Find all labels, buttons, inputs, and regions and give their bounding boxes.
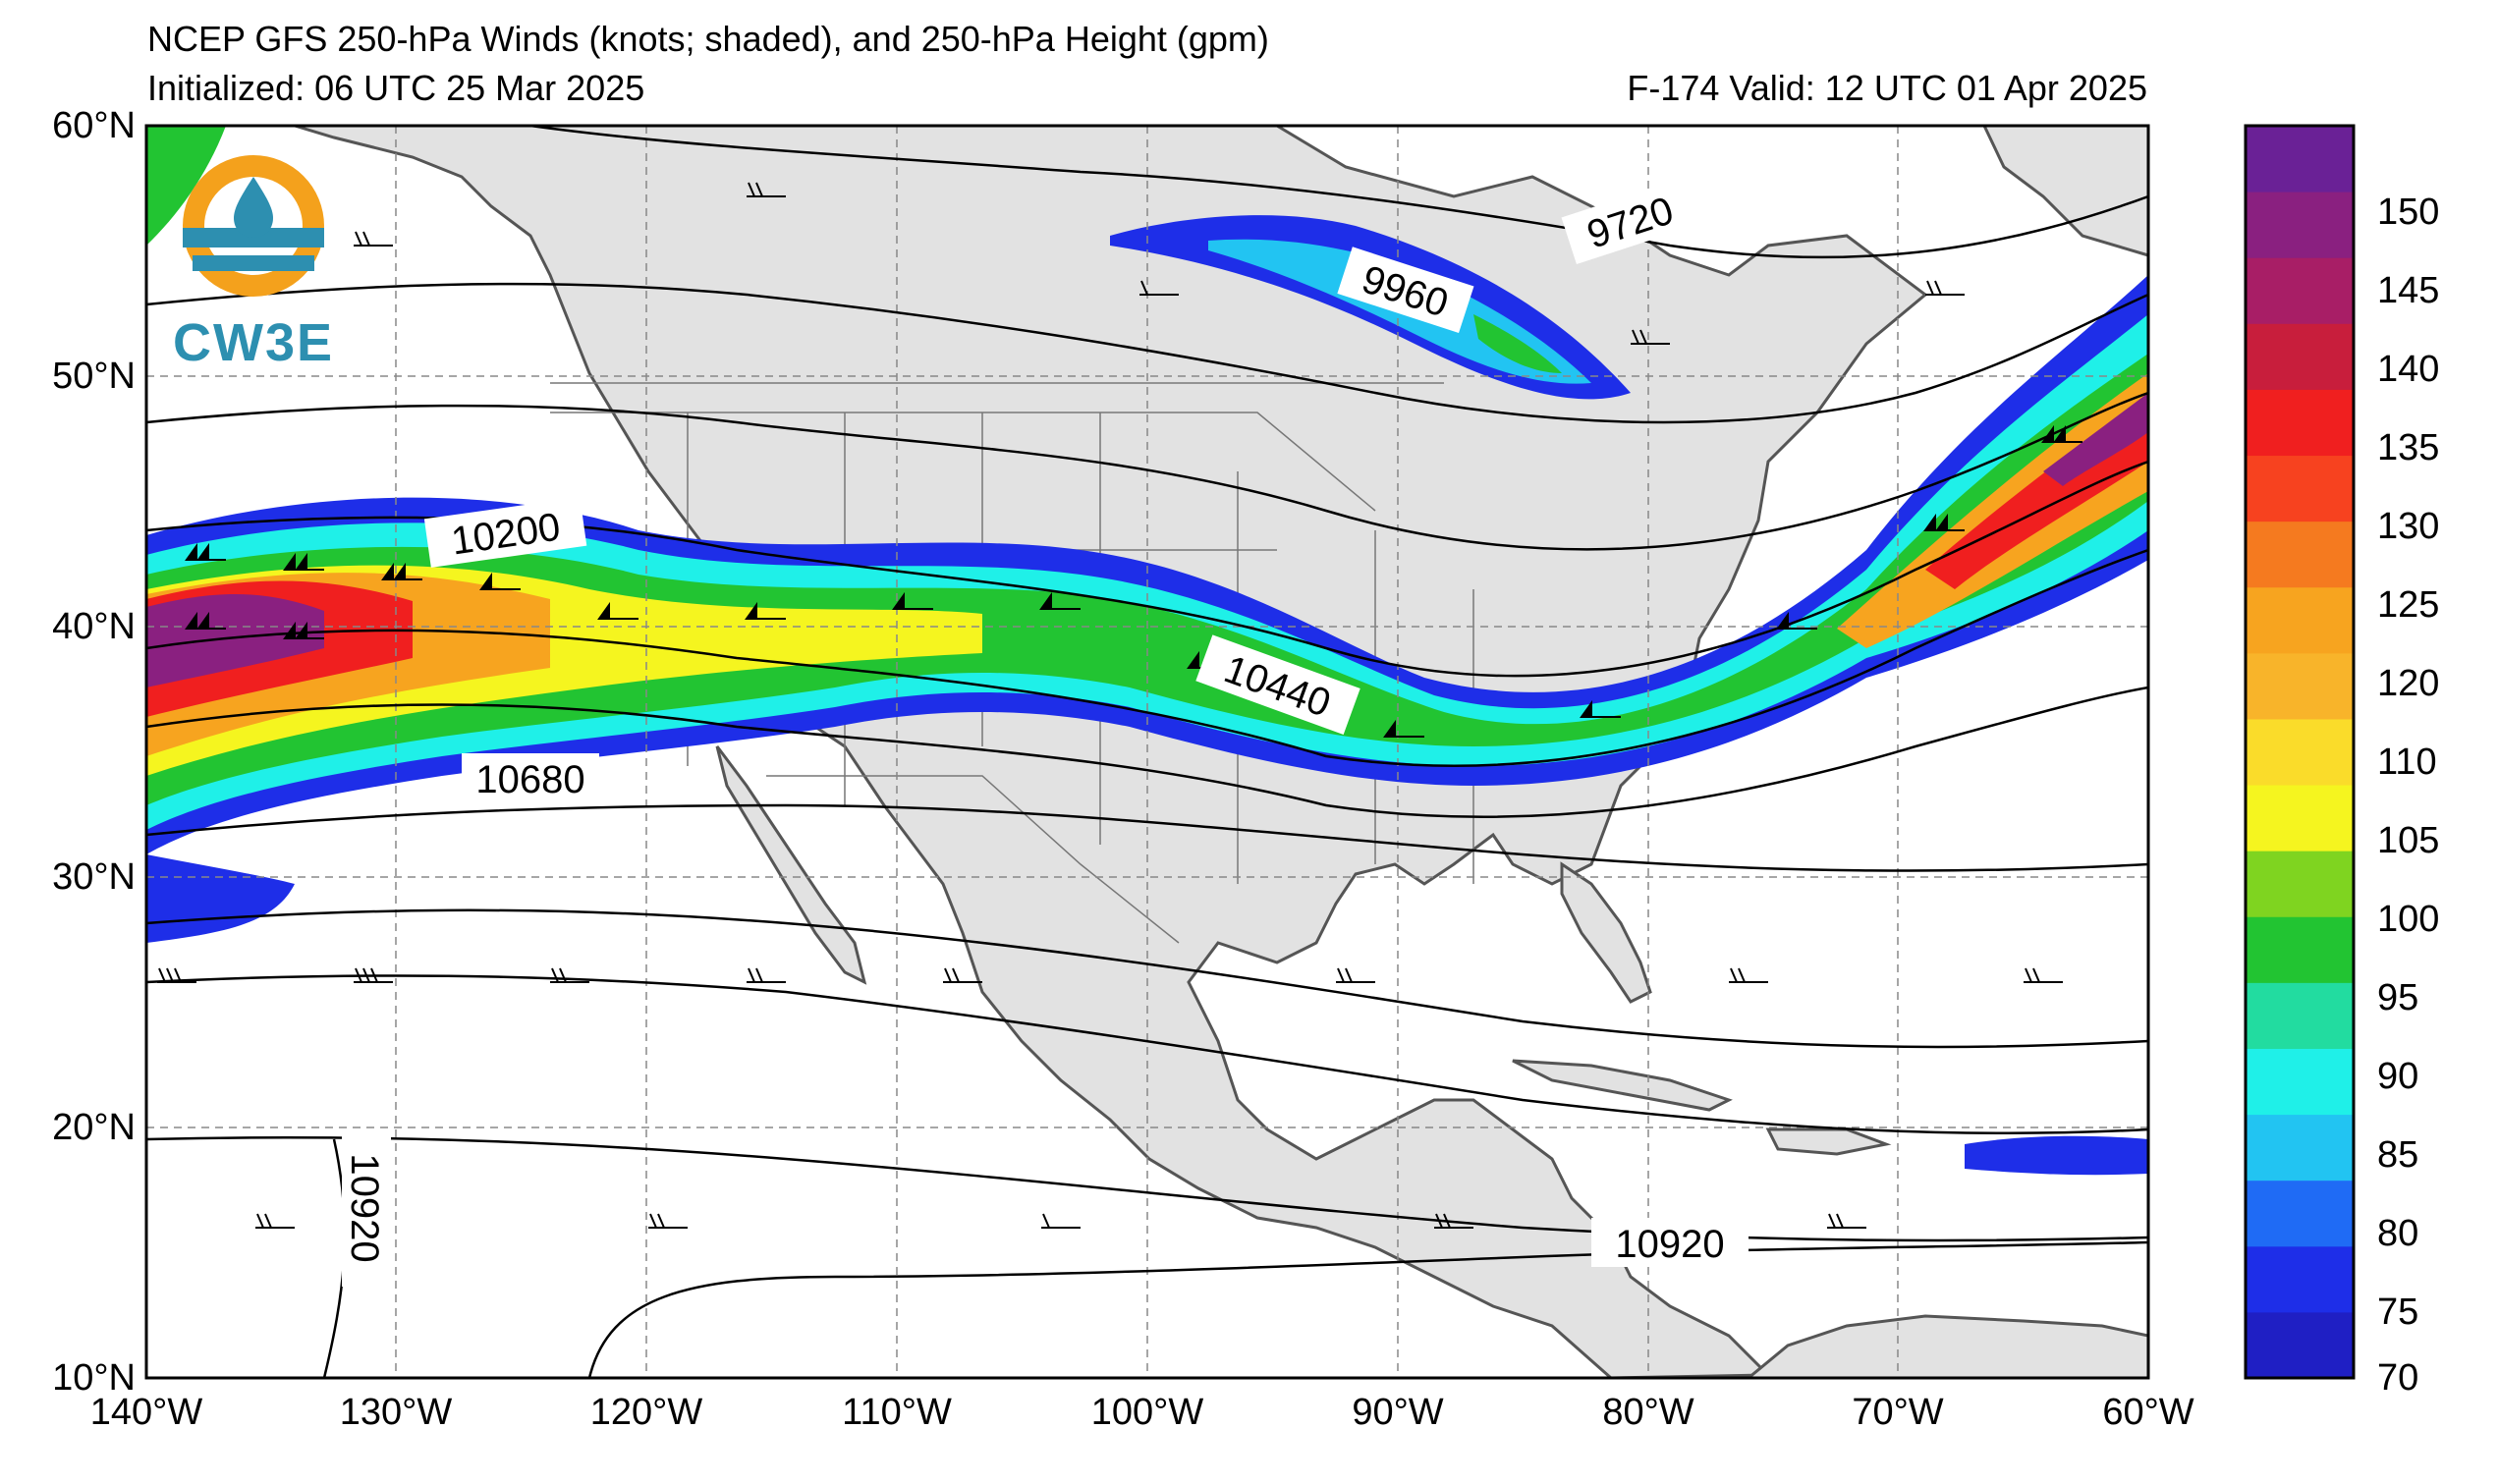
svg-text:10920: 10920 [343, 1153, 386, 1262]
colorbar-tick: 100 [2377, 899, 2439, 940]
greenland-land [1982, 126, 2148, 257]
map-frame [144, 124, 2150, 1380]
lat-label: 10°N [52, 1357, 136, 1399]
lon-label: 70°W [1852, 1392, 1943, 1433]
colorbar-tick: 80 [2377, 1213, 2418, 1254]
lat-label: 60°N [52, 105, 136, 146]
colorbar-segment [2246, 126, 2354, 192]
valid-time: F-174 Valid: 12 UTC 01 Apr 2025 [1627, 68, 2147, 108]
contour-label-10680: 10680 [462, 753, 599, 802]
colorbar-segment [2246, 1048, 2354, 1116]
longitude-labels: 140°W 130°W 120°W 110°W 100°W 90°W 80°W … [90, 1392, 2194, 1433]
colorbar-tick: 85 [2377, 1134, 2418, 1176]
colorbar-tick: 145 [2377, 270, 2439, 311]
colorbar-segment [2246, 586, 2354, 654]
contour-label-10920-vertical: 10920 [342, 1129, 391, 1287]
jet-core-purple [146, 593, 324, 687]
cw3e-logo [183, 155, 324, 297]
wind-barbs-light [157, 182, 2063, 1229]
north-jet-streak-core [1473, 314, 1562, 373]
colorbar-tick: 135 [2377, 427, 2439, 468]
lon-label: 100°W [1091, 1392, 1204, 1433]
colorbar-segment [2246, 785, 2354, 852]
colorbar-segment [2246, 521, 2354, 588]
colorbar-segment [2246, 323, 2354, 390]
svg-text:10920: 10920 [1615, 1223, 1724, 1266]
colorbar-segment [2246, 192, 2354, 258]
colorbar-tick: 105 [2377, 820, 2439, 861]
colorbar-tick: 150 [2377, 192, 2439, 233]
logo-drop-icon [234, 177, 273, 238]
colorbar-tick: 95 [2377, 977, 2418, 1018]
lat-label: 50°N [52, 356, 136, 397]
colorbar-segment [2246, 718, 2354, 786]
colorbar-tick: 90 [2377, 1056, 2418, 1097]
svg-text:10680: 10680 [475, 758, 584, 801]
map-title: NCEP GFS 250-hPa Winds (knots; shaded), … [147, 19, 1269, 59]
colorbar-segment [2246, 389, 2354, 457]
colorbar-tick: 75 [2377, 1292, 2418, 1333]
lat-label: 40°N [52, 606, 136, 647]
south-america-land [1746, 1314, 2148, 1378]
colorbar-tick: 120 [2377, 663, 2439, 704]
hispaniola-island [1765, 1127, 1892, 1156]
colorbar-tick: 110 [2377, 742, 2437, 783]
lon-label: 120°W [590, 1392, 703, 1433]
florida-peninsula [1560, 861, 1652, 1004]
colorbar-segment [2246, 1245, 2354, 1313]
lon-label: 90°W [1352, 1392, 1443, 1433]
jet-east-purple [2043, 393, 2148, 486]
height-contours [146, 126, 2148, 1378]
colorbar-segment [2246, 1114, 2354, 1182]
lat-label: 30°N [52, 856, 136, 898]
lon-label: 130°W [340, 1392, 453, 1433]
init-time: Initialized: 06 UTC 25 Mar 2025 [147, 68, 645, 108]
colorbar-tick: 130 [2377, 506, 2439, 547]
lat-label: 20°N [52, 1107, 136, 1148]
latitude-labels: 60°N 50°N 40°N 30°N 20°N 10°N [52, 105, 136, 1399]
colorbar-ticks: 150 145 140 135 130 125 120 110 105 100 … [2377, 192, 2439, 1399]
colorbar-frame [2244, 124, 2356, 1380]
lon-label: 60°W [2102, 1392, 2193, 1433]
colorbar-tick: 125 [2377, 584, 2439, 626]
logo-text: CW3E [172, 313, 334, 372]
lon-label: 80°W [1602, 1392, 1693, 1433]
colorbar-segment [2246, 1180, 2354, 1247]
colorbar-segment [2246, 916, 2354, 983]
lon-label: 140°W [90, 1392, 203, 1433]
colorbar-segment [2246, 652, 2354, 720]
contour-label-10920: 10920 [1591, 1218, 1749, 1267]
colorbar-segment [2246, 1311, 2354, 1379]
cuba-island [1512, 1059, 1733, 1112]
lon-label: 110°W [842, 1392, 952, 1433]
colorbar-segment [2246, 851, 2354, 917]
atlantic-jet-blob [1965, 1135, 2148, 1176]
colorbar-segment [2246, 982, 2354, 1049]
colorbar-tick: 70 [2377, 1357, 2418, 1399]
colorbar-tick: 140 [2377, 349, 2439, 390]
wind-speed-colorbar [2246, 126, 2354, 1379]
nw-corner-jet [146, 126, 226, 246]
colorbar-segment [2246, 455, 2354, 522]
colorbar-segment [2246, 257, 2354, 324]
